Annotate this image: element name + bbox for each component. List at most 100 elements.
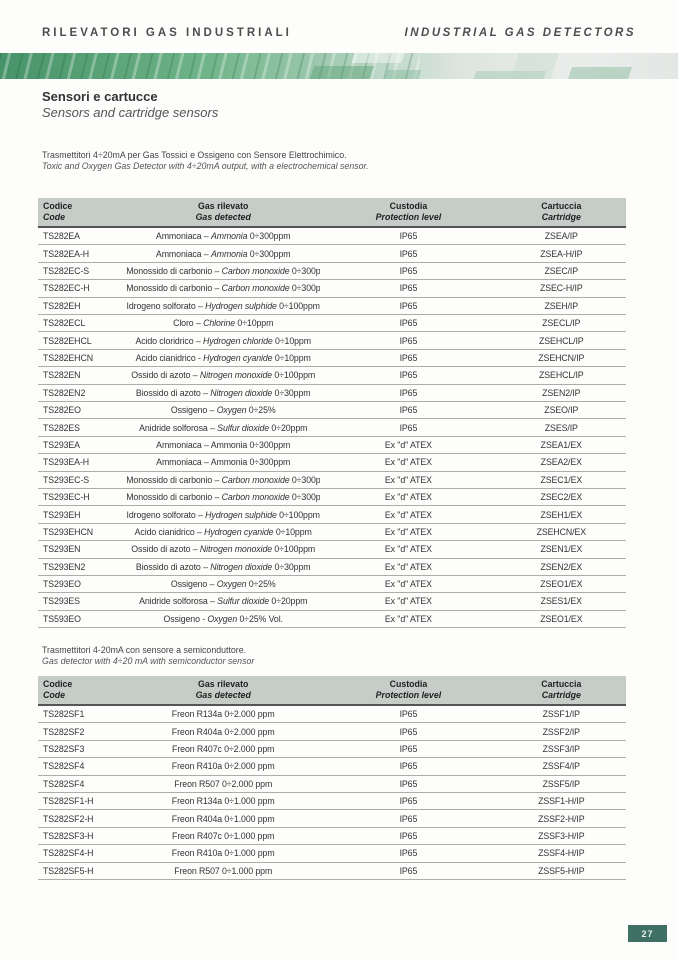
cell-cartridge: ZSSF3/IP	[496, 740, 626, 759]
cell-protection-level: Ex "d" ATEX	[320, 558, 497, 576]
cell-protection-level: IP65	[320, 314, 497, 333]
gas-text-fragment: Freon R404a 0÷2.000 ppm	[171, 726, 275, 737]
column-header-protection: Custodia Protection level	[320, 198, 497, 229]
cell-code: TS282SF3	[38, 740, 127, 759]
gas-text-fragment: Oxygen	[216, 405, 247, 416]
gas-text-fragment: 0÷25% Vol.	[237, 613, 283, 624]
cell-protection-level: IP65	[320, 227, 497, 246]
cell-protection-level: IP65	[320, 279, 497, 298]
cell-gas-detected: Idrogeno solforato – Hydrogen sulphide 0…	[126, 297, 321, 316]
column-header-gas: Gas rilevato Gas detected	[126, 676, 321, 707]
cell-protection-level: Ex "d" ATEX	[320, 523, 497, 542]
table-header: Codice Code Gas rilevato Gas detected Cu…	[38, 198, 626, 229]
section-title-italian: Sensori e cartucce	[42, 89, 158, 104]
gas-text-fragment: Nitrogen dioxide	[210, 561, 273, 572]
gas-text-fragment: 0÷100ppm	[272, 370, 316, 381]
cell-code: TS293EO	[38, 575, 127, 594]
cell-gas-detected: Biossido di azoto – Nitrogen dioxide 0÷3…	[126, 558, 321, 576]
cell-code: TS282EN	[38, 366, 127, 385]
table-row: TS282EN2 Biossido di azoto – Nitrogen dio…	[38, 384, 626, 403]
gas-text-fragment: 0÷10ppm	[272, 335, 311, 346]
column-header-label-it: Cartuccia	[541, 679, 582, 689]
cell-cartridge: ZSEO1/EX	[496, 610, 626, 629]
cell-gas-detected: Freon R410a 0÷1.000 ppm	[126, 844, 321, 863]
gas-text-fragment: Ossido di azoto –	[131, 544, 200, 555]
cell-gas-detected: Freon R134a 0÷2.000 ppm	[126, 705, 321, 724]
table-row: TS293EO Ossigeno – Oxygen 0÷25% Ex "d" ATE…	[38, 575, 626, 594]
table-row: TS282SF4-H Freon R410a 0÷1.000 ppm IP65 ZSS…	[38, 844, 626, 863]
gas-text-fragment: Ammoniaca –	[155, 231, 211, 242]
table-row: TS293EN Ossido di azoto – Nitrogen monoxi…	[38, 540, 626, 559]
gas-text-fragment: 0÷10ppm	[273, 526, 312, 537]
cell-protection-level: IP65	[320, 418, 497, 437]
column-header-label-it: Custodia	[389, 679, 428, 689]
table-header-row: Codice Code Gas rilevato Gas detected Cu…	[38, 676, 626, 707]
electrochemical-sensors-table: Codice Code Gas rilevato Gas detected Cu…	[38, 198, 626, 629]
cell-protection-level: IP65	[320, 740, 497, 759]
cell-code: TS282SF3-H	[38, 827, 127, 846]
gas-text-fragment: 0÷20ppm	[269, 422, 308, 433]
gas-text-fragment: Ammoniaca – Ammonia 0÷300ppm	[156, 457, 291, 468]
cell-code: TS282EC-H	[38, 279, 127, 298]
gas-text-fragment: 0÷300ppm	[291, 492, 321, 503]
cell-gas-detected: Freon R134a 0÷1.000 ppm	[126, 792, 321, 811]
cell-gas-detected: Acido cianidrico – Hydrogen cyanide 0÷10…	[126, 523, 321, 542]
cell-cartridge: ZSEHCN/EX	[496, 523, 626, 542]
banner-streak	[350, 53, 405, 63]
cell-protection-level: IP65	[320, 705, 497, 724]
gas-text-fragment: Acido cloridrico –	[135, 335, 203, 346]
cell-code: TS282EN2	[38, 384, 127, 403]
gas-text-fragment: 0÷300ppm	[247, 231, 291, 242]
table-row: TS282EHCN Acido cianidrico - Hydrogen cya…	[38, 349, 626, 368]
gas-text-fragment: Monossido di carbonio –	[126, 474, 222, 485]
cell-code: TS282SF2	[38, 722, 127, 741]
gas-text-fragment: Biossido di azoto –	[135, 561, 211, 572]
banner-streak	[511, 53, 560, 79]
gas-text-fragment: 0÷25%	[246, 579, 276, 590]
column-header-label-en: Cartridge	[541, 211, 581, 222]
gas-text-fragment: Ossido di azoto –	[131, 370, 200, 381]
cell-cartridge: ZSEC/IP	[496, 262, 626, 281]
cell-gas-detected: Ammoniaca – Ammonia 0÷300ppm	[126, 436, 321, 455]
cell-protection-level: IP65	[320, 809, 497, 828]
table-row: TS282SF1-H Freon R134a 0÷1.000 ppm IP65 ZSS…	[38, 792, 626, 811]
gas-text-fragment: Hydrogen chloride	[202, 335, 273, 346]
cell-gas-detected: Ossigeno – Oxygen 0÷25%	[126, 575, 321, 594]
table-row: TS282SF5-H Freon R507 0÷1.000 ppm IP65 ZSSF…	[38, 862, 626, 881]
cell-code: TS282EA-H	[38, 244, 127, 263]
table-row: TS282ES Anidride solforosa – Sulfur dioxi…	[38, 418, 626, 437]
cell-code: TS282EHCL	[38, 331, 127, 350]
cell-protection-level: Ex "d" ATEX	[320, 436, 497, 455]
cell-cartridge: ZSECL/IP	[496, 314, 626, 333]
gas-text-fragment: Carbon monoxide	[221, 492, 290, 503]
table-row: TS293EHCN Acido cianidrico – Hydrogen cya…	[38, 523, 626, 542]
gas-text-fragment: Nitrogen dioxide	[210, 387, 273, 398]
cell-cartridge: ZSEA2/EX	[496, 453, 626, 472]
gas-text-fragment: Freon R507 0÷2.000 ppm	[174, 778, 273, 789]
column-header-gas: Gas rilevato Gas detected	[126, 198, 321, 229]
gas-text-fragment: Carbon monoxide	[221, 266, 290, 277]
gas-text-fragment: 0÷30ppm	[272, 387, 311, 398]
cell-cartridge: ZSSF1-H/IP	[496, 792, 626, 811]
cell-code: TS282ES	[38, 418, 127, 437]
cell-cartridge: ZSSF1/IP	[496, 705, 626, 724]
cell-cartridge: ZSSF4/IP	[496, 757, 626, 776]
cell-protection-level: IP65	[320, 862, 497, 881]
gas-text-fragment: Hydrogen sulphide	[205, 509, 277, 520]
cell-protection-level: Ex "d" ATEX	[320, 471, 497, 489]
gas-text-fragment: Ossigeno –	[170, 579, 217, 590]
gas-text-fragment: Monossido di carbonio –	[126, 492, 222, 503]
cell-gas-detected: Freon R507 0÷2.000 ppm	[126, 775, 321, 794]
gas-text-fragment: 0÷300ppm	[291, 266, 321, 277]
column-header-protection: Custodia Protection level	[320, 676, 497, 707]
cell-protection-level: IP65	[320, 262, 497, 281]
section-title: Sensori e cartucce Sensors and cartridge…	[42, 89, 218, 122]
column-header-cartridge: Cartuccia Cartridge	[496, 676, 626, 707]
cell-code: TS293EN	[38, 540, 127, 559]
cell-code: TS293EA-H	[38, 453, 127, 472]
cell-code: TS282SF4	[38, 757, 127, 776]
table-body: TS282SF1 Freon R134a 0÷2.000 ppm IP65 ZSSF1…	[38, 705, 626, 881]
column-header-code: Codice Code	[38, 676, 127, 707]
cell-code: TS282SF2-H	[38, 809, 127, 828]
cell-gas-detected: Ossido di azoto – Nitrogen monoxide 0÷10…	[126, 366, 321, 385]
